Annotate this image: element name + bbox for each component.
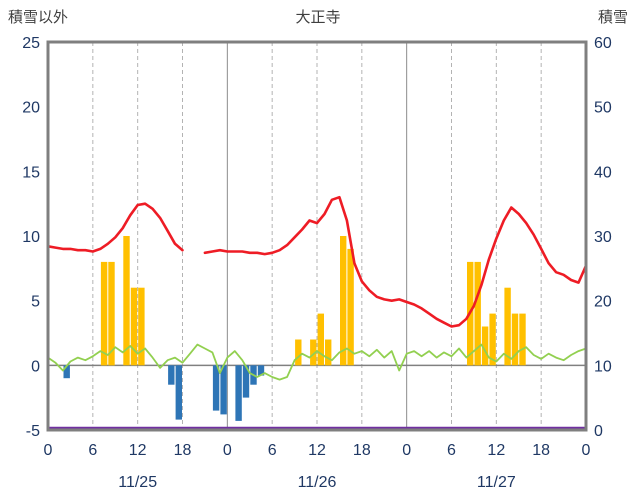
blue-bar: [63, 365, 70, 379]
right-axis-tick-label: 20: [594, 294, 612, 311]
blue-bar: [257, 365, 265, 376]
left-axis-tick-label: -5: [26, 423, 40, 440]
right-axis-tick-label: 50: [594, 100, 612, 117]
plot-area: [46, 40, 588, 432]
chart-title: 大正寺: [295, 9, 340, 26]
right-axis-tick-label: 40: [594, 164, 612, 181]
orange-bar: [347, 248, 354, 366]
x-axis-hour-label: 12: [487, 442, 505, 459]
blue-bar: [242, 365, 250, 398]
orange-bar: [325, 339, 332, 366]
right-axis-tick-label: 10: [594, 358, 612, 375]
orange-bar: [519, 313, 526, 366]
x-axis-hour-label: 6: [268, 442, 277, 459]
blue-bar: [220, 365, 227, 415]
orange-bar: [130, 287, 138, 366]
blue-bar: [212, 365, 220, 411]
x-axis-hour-label: 0: [402, 442, 411, 459]
right-axis-title: 積雪: [598, 9, 628, 26]
right-axis-tick-label: 60: [594, 35, 612, 52]
plot-border: [46, 40, 588, 432]
left-axis-tick-label: 25: [22, 35, 40, 52]
orange-bar: [100, 261, 108, 366]
blue-bar: [235, 365, 242, 421]
left-axis-tick-label: 10: [22, 229, 40, 246]
orange-bar: [481, 326, 489, 366]
orange-bar: [123, 236, 130, 366]
orange-bar: [489, 313, 496, 366]
blue-bar: [168, 365, 175, 385]
orange-bar: [108, 261, 115, 366]
x-axis-date-label: 11/25: [118, 474, 157, 491]
x-axis-hour-label: 12: [129, 442, 147, 459]
left-axis-title: 積雪以外: [8, 9, 68, 26]
right-axis-tick-label: 0: [594, 423, 603, 440]
left-axis-tick-label: 15: [22, 164, 40, 181]
x-axis-hour-label: 0: [223, 442, 232, 459]
orange-bar: [138, 287, 145, 366]
orange-bar: [295, 339, 302, 366]
orange-bar: [310, 339, 317, 366]
x-axis-hour-label: 6: [88, 442, 97, 459]
blue-bar: [175, 365, 182, 420]
orange-bar: [340, 236, 347, 366]
x-axis-hour-label: 6: [447, 442, 456, 459]
orange-bar: [504, 287, 511, 366]
orange-bar: [317, 313, 324, 366]
left-axis-tick-label: 20: [22, 100, 40, 117]
x-axis-hour-label: 0: [44, 442, 53, 459]
green-line: [47, 343, 587, 381]
x-axis-hour-label: 18: [353, 442, 371, 459]
left-axis-tick-label: 5: [31, 294, 40, 311]
x-axis-hour-label: 0: [582, 442, 591, 459]
x-axis-date-label: 11/27: [477, 474, 516, 491]
red-line: [46, 195, 588, 328]
orange-bar: [511, 313, 519, 366]
orange-bar: [474, 261, 481, 366]
x-axis-hour-label: 12: [308, 442, 326, 459]
x-axis-date-label: 11/26: [298, 474, 337, 491]
left-axis-tick-label: 0: [31, 358, 40, 375]
right-axis-tick-label: 30: [594, 229, 612, 246]
x-axis-hour-label: 18: [174, 442, 192, 459]
x-axis-hour-label: 18: [532, 442, 550, 459]
